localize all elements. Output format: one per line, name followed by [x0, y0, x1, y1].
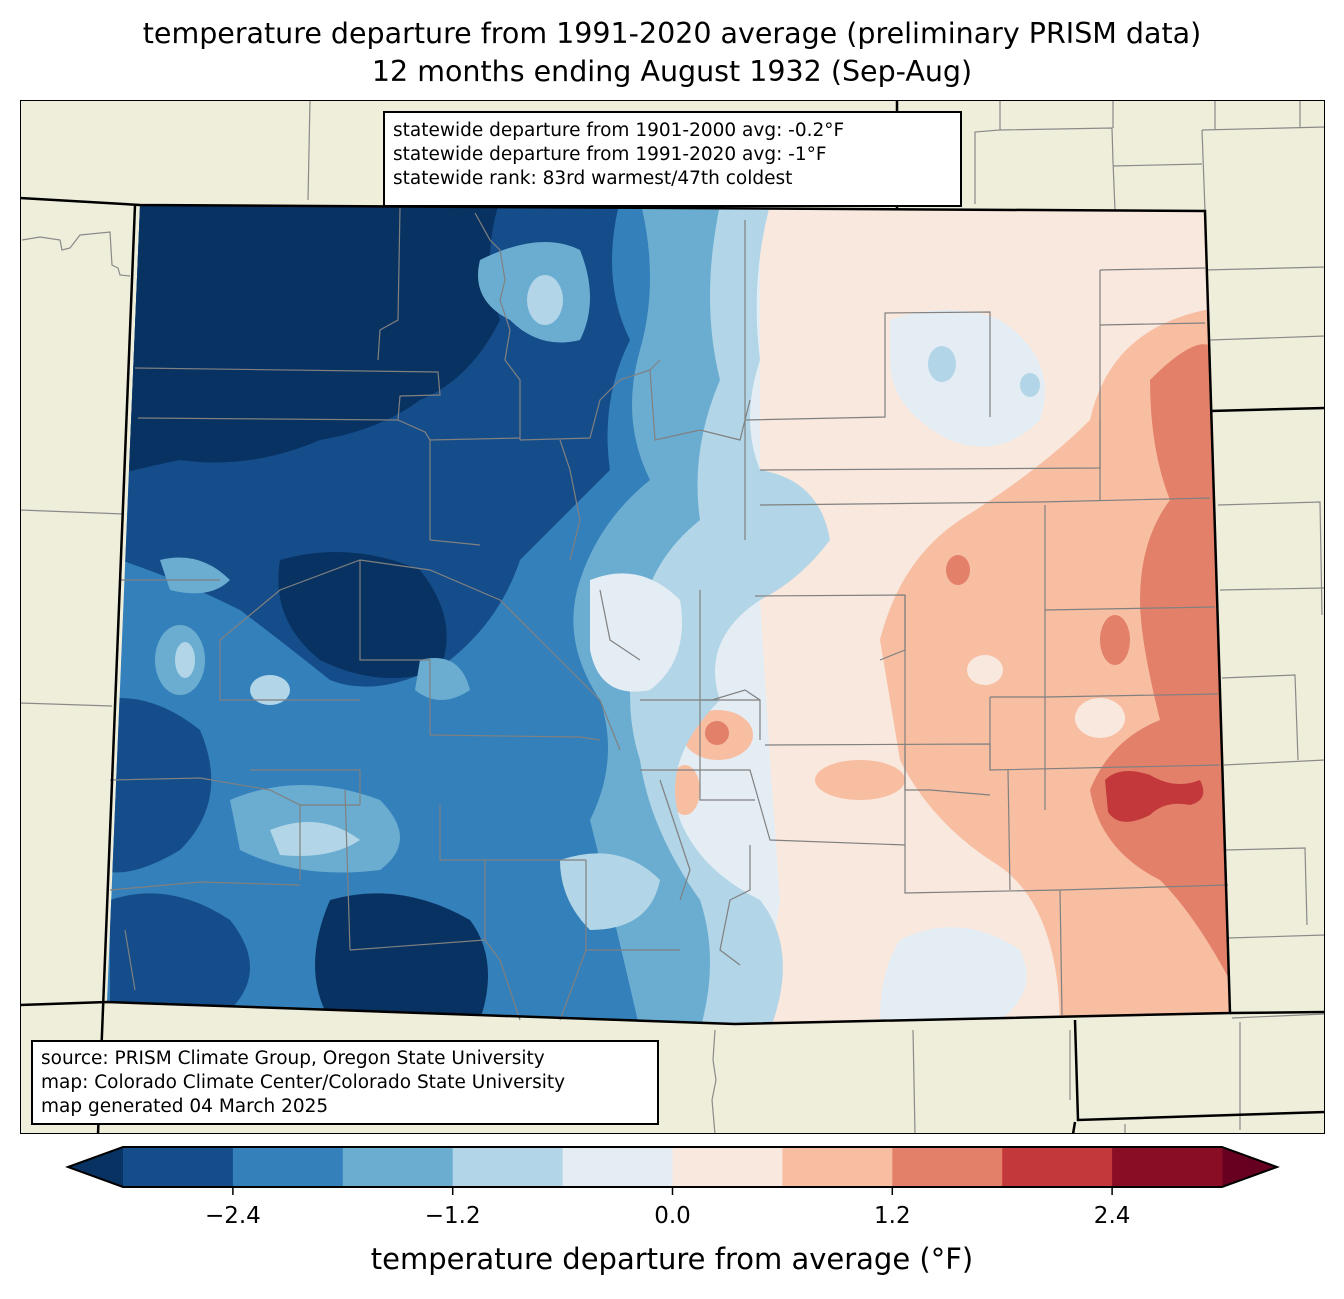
temperature-field — [107, 205, 1230, 1024]
colorbar-label: temperature departure from average (°F) — [370, 1242, 974, 1276]
colorbar-bin — [672, 1147, 783, 1187]
state-boundaries — [20, 100, 1325, 1134]
stats-line-rank: statewide rank: 83rd warmest/47th coldes… — [393, 168, 793, 189]
colorbar-bin — [892, 1147, 1003, 1187]
colorado-county-lines — [109, 207, 1229, 1021]
map-title: temperature departure from 1991-2020 ave… — [142, 17, 1202, 50]
credits-source: source: PRISM Climate Group, Oregon Stat… — [41, 1048, 545, 1069]
colorbar-tick-label: 2.4 — [1093, 1203, 1131, 1229]
colorbar-tick-label: −1.2 — [424, 1203, 481, 1229]
credits-box: source: PRISM Climate Group, Oregon Stat… — [31, 1040, 659, 1125]
colorbar-bin — [1002, 1147, 1113, 1187]
neighbor-county-lines — [20, 100, 1325, 1134]
colorbar-bin — [232, 1147, 344, 1187]
colorbar-outline — [65, 1146, 1280, 1188]
stats-line-1901-2000: statewide departure from 1901-2000 avg: … — [393, 120, 845, 141]
credits-date: map generated 04 March 2025 — [41, 1096, 329, 1117]
colorbar-under-arrow — [68, 1147, 123, 1187]
stats-line-1991-2020: statewide departure from 1991-2020 avg: … — [393, 144, 827, 165]
statewide-stats-box: statewide departure from 1901-2000 avg: … — [383, 111, 962, 207]
colorbar-tick-label: 1.2 — [874, 1203, 911, 1229]
colorbar-bin — [562, 1147, 673, 1187]
colorbar-bin — [782, 1147, 893, 1187]
colorbar-tick-label: 0.0 — [654, 1203, 691, 1229]
colorbar-bin — [123, 1147, 234, 1187]
colorbar-over-arrow — [1222, 1147, 1277, 1187]
colorbar-bin — [1112, 1147, 1223, 1187]
colorbar-tick-label: −2.4 — [204, 1203, 261, 1229]
colorbar-bin — [452, 1147, 564, 1187]
colorbar-bin — [342, 1147, 454, 1187]
map-subtitle: 12 months ending August 1932 (Sep-Aug) — [371, 55, 973, 88]
colorbar — [65, 1146, 1280, 1195]
credits-map: map: Colorado Climate Center/Colorado St… — [41, 1072, 566, 1093]
